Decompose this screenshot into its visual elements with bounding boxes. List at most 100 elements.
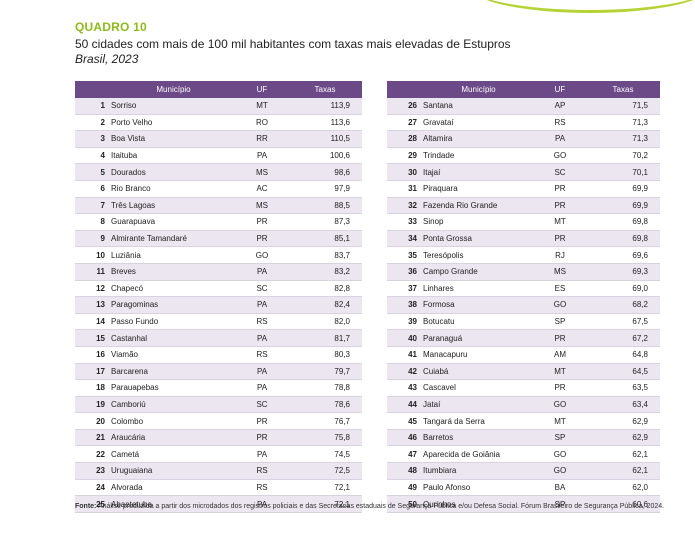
- table-row: 25 Abaetetuba PA 72,1: [75, 495, 362, 513]
- municipio-cell: Barcarena: [111, 363, 236, 381]
- table-row: 49 Paulo Afonso BA 62,0: [387, 479, 660, 497]
- taxa-cell: 80,3: [288, 346, 362, 364]
- uf-cell: MT: [534, 412, 586, 430]
- quadro-label: QUADRO 10: [75, 20, 147, 34]
- taxa-cell: 69,8: [586, 213, 660, 231]
- taxa-cell: 79,7: [288, 363, 362, 381]
- decorative-green-arc: [470, 0, 695, 13]
- municipio-cell: Paranaguá: [423, 329, 534, 347]
- table-row: 48 Itumbiara GO 62,1: [387, 462, 660, 480]
- municipio-cell: Teresópolis: [423, 246, 534, 264]
- header-uf: UF: [534, 81, 586, 98]
- header-taxas: Taxas: [586, 81, 660, 98]
- municipio-cell: Três Lagoas: [111, 197, 236, 215]
- rank-cell: 4: [75, 147, 111, 165]
- uf-cell: PR: [236, 412, 288, 430]
- table-row: 32 Fazenda Rio Grande PR 69,9: [387, 197, 660, 215]
- quadro-subtitle: Brasil, 2023: [75, 52, 139, 66]
- taxa-cell: 83,2: [288, 263, 362, 281]
- table-row: 30 Itajaí SC 70,1: [387, 163, 660, 181]
- taxa-cell: 62,1: [586, 462, 660, 480]
- table-row: 5 Dourados MS 98,6: [75, 163, 362, 181]
- uf-cell: PR: [236, 429, 288, 447]
- table-row: 37 Linhares ES 69,0: [387, 280, 660, 298]
- uf-cell: RO: [236, 114, 288, 132]
- municipio-cell: Paulo Afonso: [423, 479, 534, 497]
- rank-cell: 45: [387, 412, 423, 430]
- table-row: 23 Uruguaiana RS 72,5: [75, 462, 362, 480]
- table-row: 34 Ponta Grossa PR 69,8: [387, 230, 660, 248]
- municipio-cell: Breves: [111, 263, 236, 281]
- table-row: 9 Almirante Tamandaré PR 85,1: [75, 230, 362, 248]
- uf-cell: PR: [534, 180, 586, 198]
- municipio-cell: Aparecida de Goiânia: [423, 445, 534, 464]
- table-row: 19 Camboriú SC 78,6: [75, 396, 362, 414]
- uf-cell: PA: [236, 363, 288, 381]
- rank-cell: 1: [75, 98, 111, 115]
- taxa-cell: 81,7: [288, 329, 362, 347]
- uf-cell: SP: [534, 313, 586, 331]
- taxa-cell: 97,9: [288, 180, 362, 198]
- municipio-cell: Gravataí: [423, 114, 534, 132]
- source-footnote: Fonte: Análise produzida a partir dos mi…: [75, 503, 664, 510]
- municipio-cell: Ponta Grossa: [423, 230, 534, 248]
- footer-text: Análise produzida a partir dos microdado…: [97, 503, 665, 510]
- table-row: 6 Rio Branco AC 97,9: [75, 180, 362, 198]
- table-row: 44 Jataí GO 63,4: [387, 396, 660, 414]
- uf-cell: MS: [236, 163, 288, 181]
- taxa-cell: 63,4: [586, 396, 660, 414]
- taxa-cell: 71,3: [586, 130, 660, 148]
- taxa-cell: 83,7: [288, 246, 362, 264]
- table-row: 26 Santana AP 71,5: [387, 98, 660, 115]
- taxa-cell: 75,8: [288, 429, 362, 447]
- rank-cell: 32: [387, 197, 423, 215]
- uf-cell: BA: [534, 479, 586, 497]
- uf-cell: PA: [236, 445, 288, 464]
- table-row: 7 Três Lagoas MS 88,5: [75, 197, 362, 215]
- table-row: 17 Barcarena PA 79,7: [75, 363, 362, 381]
- municipio-cell: Trindade: [423, 147, 534, 165]
- taxa-cell: 69,8: [586, 230, 660, 248]
- taxa-cell: 76,7: [288, 412, 362, 430]
- rank-cell: 11: [75, 263, 111, 281]
- uf-cell: GO: [534, 396, 586, 414]
- uf-cell: MS: [236, 197, 288, 215]
- uf-cell: AP: [534, 98, 586, 115]
- taxa-cell: 72,5: [288, 462, 362, 480]
- uf-cell: PA: [236, 147, 288, 165]
- municipio-cell: Dourados: [111, 163, 236, 181]
- municipio-cell: Luziânia: [111, 246, 236, 264]
- uf-cell: RS: [236, 479, 288, 497]
- taxa-cell: 88,5: [288, 197, 362, 215]
- rank-cell: 12: [75, 280, 111, 298]
- municipio-cell: Guarapuava: [111, 213, 236, 231]
- uf-cell: PA: [534, 130, 586, 148]
- uf-cell: RS: [236, 313, 288, 331]
- taxa-cell: 110,5: [288, 130, 362, 148]
- municipio-cell: Viamão: [111, 346, 236, 364]
- rank-cell: 47: [387, 445, 423, 464]
- rank-cell: 20: [75, 412, 111, 430]
- taxa-cell: 78,6: [288, 396, 362, 414]
- taxa-cell: 72,1: [288, 479, 362, 497]
- rank-cell: 30: [387, 163, 423, 181]
- taxa-cell: 78,8: [288, 379, 362, 397]
- table-row: 27 Gravataí RS 71,3: [387, 114, 660, 132]
- rank-cell: 10: [75, 246, 111, 264]
- table-row: 13 Paragominas PA 82,4: [75, 296, 362, 314]
- table-row: 36 Campo Grande MS 69,3: [387, 263, 660, 281]
- uf-cell: PA: [236, 263, 288, 281]
- taxa-cell: 82,4: [288, 296, 362, 314]
- rank-cell: 28: [387, 130, 423, 148]
- uf-cell: ES: [534, 280, 586, 298]
- municipio-cell: Tangará da Serra: [423, 412, 534, 430]
- table-row: 4 Itaituba PA 100,6: [75, 147, 362, 165]
- taxa-cell: 69,3: [586, 263, 660, 281]
- taxa-cell: 98,6: [288, 163, 362, 181]
- rank-cell: 19: [75, 396, 111, 414]
- uf-cell: GO: [534, 296, 586, 314]
- municipio-cell: Sorriso: [111, 98, 236, 115]
- rank-cell: 43: [387, 379, 423, 397]
- taxa-cell: 60,6: [586, 495, 660, 513]
- uf-cell: MT: [534, 363, 586, 381]
